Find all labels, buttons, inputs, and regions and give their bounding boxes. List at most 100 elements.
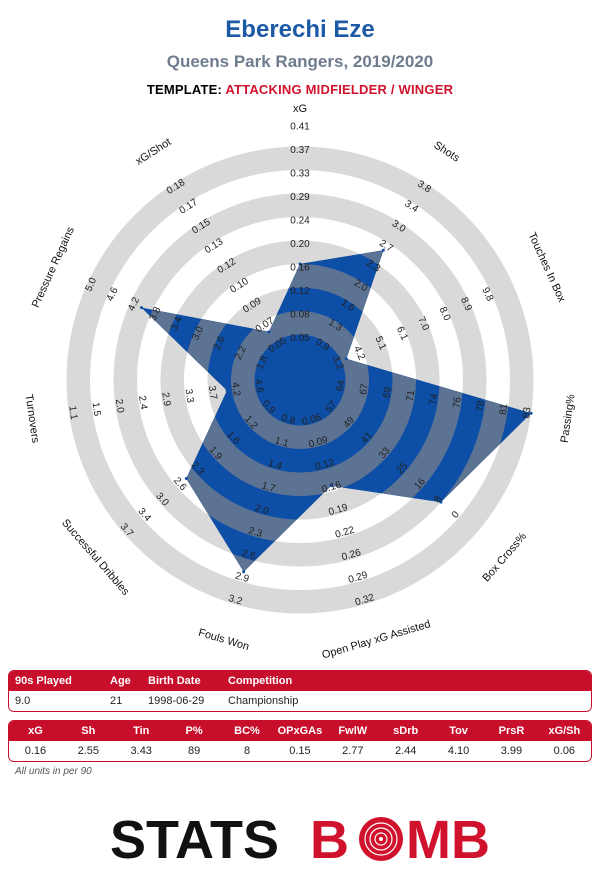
stats-value-cell: 4.10 [447,745,470,757]
radar-tick-label: 2.6 [240,548,257,563]
radar-tick-label: 9.8 [479,286,495,304]
radar-tick-label: 4.2 [126,295,142,313]
info-value-cell: 1998-06-29 [148,695,205,707]
radar-tick-label: 2.0 [254,503,271,518]
radar-chart: 0.05 0.08 0.12 0.16 0.20 0.24 0.29 0.33 0.37 0.41… [22,103,577,660]
radar-point [329,484,333,488]
radar-tick-label: 78 [475,399,488,412]
template-line: TEMPLATE: ATTACKING MIDFIELDER / WINGER [0,82,600,97]
radar-tick-label: 3.0 [190,325,206,343]
radar-tick-label: 0.33 [290,169,310,180]
radar-tick-label: 2.6 [212,334,228,352]
radar-tick-label: 4.2 [351,344,367,362]
stats-header-cell: P% [185,725,203,737]
stats-value-cell: 89 [187,745,201,757]
radar-tick-label: 0.26 [341,547,363,563]
radar-tick-label: 2.0 [113,398,126,414]
radar-tick-label: 1.1 [66,405,79,421]
radar-tick-label: 4.6 [105,285,121,303]
info-table-row: 9.0 21 1998-06-29 Championship [9,691,591,711]
radar-point [381,248,385,252]
radar-tick-label: 0.12 [314,457,336,473]
radar-tick-label: 8 [432,494,444,506]
units-footnote: All units in per 90 [15,766,92,777]
radar-tick-label: 0.06 [301,412,323,428]
radar-tick-label: 71 [405,389,418,402]
radar-tick-label: 0 [450,509,462,521]
info-header-cell: Competition [228,675,293,687]
radar-tick-label: 76 [451,396,464,409]
info-header-cell: 90s Played [15,675,72,687]
radar-tick-label: 64 [335,379,348,392]
radar-tick-label: 3.2 [227,593,244,608]
radar-tick-label: 83 [521,406,534,419]
stats-table: xG Sh Tin P% BC% OPxGAs FwlW sDrb Tov PrsR xG/Sh 0… [8,720,592,762]
info-header-cell: Age [110,675,131,687]
radar-tick-label: 0.12 [290,286,310,297]
stats-header-cell: Tov [449,725,468,737]
radar-point [140,306,144,310]
stats-value-cell: 3.99 [500,745,523,757]
logo-target-icon [359,817,403,861]
radar-tick-label: 5.1 [372,335,388,353]
radar-tick-label: 0.09 [307,434,329,450]
logo-stats-text: STATS [110,810,279,868]
stats-header-cell: FwlW [338,725,368,737]
radar-tick-label: 0.41 [290,122,310,133]
radar-point [184,477,188,481]
radar-tick-label: 0.19 [327,502,349,518]
logo-b-text: B [310,810,349,868]
radar-tick-label: 0.29 [290,192,310,203]
radar-point [298,262,302,266]
radar-tick-label: 1.8 [255,354,271,372]
radar-tick-label: 8.0 [437,305,453,323]
radar-tick-label: 67 [358,383,371,396]
radar-tick-label: 81 [498,403,511,416]
stats-header-cell: OPxGAs [277,725,323,737]
radar-tick-label: 0.8 [280,413,297,428]
radar-tick-label: 2.3 [247,525,264,540]
stats-header-cell: Sh [81,725,96,737]
radar-tick-label: 0.29 [347,570,369,586]
radar-point [267,330,271,334]
radar-axis-label: xG [293,103,307,115]
radar-tick-label: 0.16 [321,479,343,495]
radar-tick-label: 0.37 [290,145,310,156]
radar-tick-label: 5.0 [83,276,99,294]
radar-axis-label: Fouls Won [197,627,251,653]
stats-header-cell: Tin [133,725,150,737]
radar-point [439,500,443,504]
stats-table-header: xG Sh Tin P% BC% OPxGAs FwlW sDrb Tov PrsR xG/Sh [9,721,591,741]
radar-band [278,358,322,402]
stats-value-cell: 3.43 [130,745,152,757]
template-value: ATTACKING MIDFIELDER / WINGER [225,82,454,97]
radar-tick-label: 2.9 [159,392,172,408]
radar-tick-label: 2.9 [234,571,251,586]
radar-point [344,357,348,361]
radar-tick-label: 1.7 [260,480,277,495]
radar-tick-label: 8.9 [458,296,474,314]
stats-table-row: 0.16 2.55 3.43 89 8 0.15 2.77 2.44 4.10 3.99 0.06 [9,741,591,761]
radar-tick-label: 1.1 [273,435,290,450]
stats-value-cell: 0.15 [289,745,311,757]
radar-tick-label: 2.4 [136,395,149,411]
info-value-cell: Championship [228,695,299,707]
radar-tick-label: 0.08 [290,310,310,321]
radar-point [529,411,533,415]
info-table: 90s Played Age Birth Date Competition 9.… [8,670,592,712]
radar-tick-label: 0.20 [290,239,310,250]
stats-value-cell: 2.77 [342,745,364,757]
radar-tick-label: 4.2 [229,382,242,398]
info-table-header: 90s Played Age Birth Date Competition [9,671,591,691]
stats-value-cell: 8 [243,745,251,757]
stats-value-cell: 0.16 [24,745,47,757]
stats-value-cell: 0.06 [553,745,576,757]
logo-mb-text: MB [406,810,490,868]
radar-tick-label: 69 [382,386,395,399]
radar-tick-label: 4.6 [252,378,265,394]
radar-tick-label: 0.22 [334,525,356,541]
radar-point [225,388,229,392]
radar-tick-label: 2.2 [233,344,249,362]
radar-tick-label: 0.05 [290,333,310,344]
stats-header-cell: sDrb [393,725,419,737]
